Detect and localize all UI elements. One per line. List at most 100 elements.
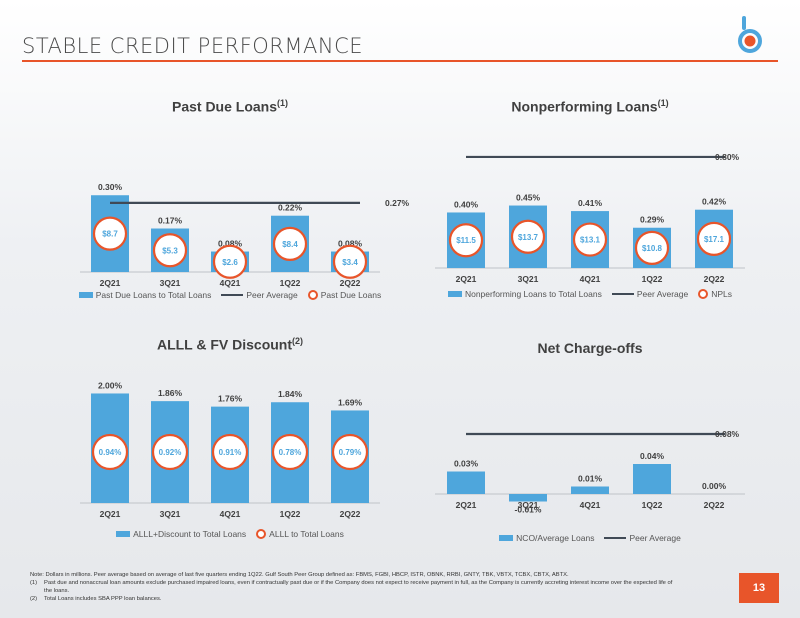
bar-swatch <box>499 535 514 541</box>
legend-item-peer: Peer Average <box>221 290 298 300</box>
x-tick-label: 2Q22 <box>340 509 361 519</box>
marker-circle <box>634 230 670 265</box>
peer-average-label: 0.27% <box>385 198 410 208</box>
line-swatch <box>221 294 244 296</box>
legend-item-markers: NPLs <box>698 289 732 299</box>
bar <box>633 464 671 494</box>
footnote-text: Past due and nonaccrual loan amounts exc… <box>44 580 673 594</box>
npl-plot: 0.40% 2Q21 $11.5 0.45% 3Q21 $13.7 0.41% 4Q21 $13… <box>435 152 745 284</box>
bar-value-label: 0.08% <box>338 239 363 249</box>
marker-label: $13.7 <box>518 233 539 242</box>
marker-circle <box>331 433 369 471</box>
marker-label: 0.91% <box>219 448 242 457</box>
bar-value-label: 0.40% <box>454 199 479 209</box>
bar-value-label: 0.00% <box>702 481 727 491</box>
alll-plot: 2.00% 2Q21 0.94% 1.86% 3Q21 0.92% 1.76% 4Q21 0.9… <box>80 380 380 519</box>
marker-label: $3.4 <box>342 258 358 267</box>
marker-label: $11.5 <box>456 236 476 245</box>
x-tick-label: 3Q21 <box>518 500 539 510</box>
alll-chart-title: ALLL & FV Discount(2) <box>156 336 304 353</box>
legend-label: NCO/Average Loans <box>516 533 595 543</box>
nco-plot: 0.03% 2Q21 -0.01%3Q21 0.01% 4Q21 0.04% 1Q22 0.0… <box>435 429 745 515</box>
bar <box>509 494 547 502</box>
npl-legend: Nonperforming Loans to Total Loans Peer … <box>420 289 760 299</box>
x-tick-label: 2Q21 <box>100 278 121 288</box>
legend-item-bars: ALLL+Discount to Total Loans <box>116 529 246 539</box>
footnote-mark: (1) <box>30 580 38 586</box>
marker-circle <box>152 233 188 268</box>
x-tick-label: 2Q21 <box>100 509 121 519</box>
nco-legend: NCO/Average Loans Peer Average <box>420 533 760 543</box>
alll-fv-discount-chart: ALLL & FV Discount(2) 2.00% 2Q21 0.94% 1.86… <box>60 330 400 560</box>
past-due-plot: 0.30% 2Q21 $8.7 0.17% 3Q21 $5.3 0.08% 4Q21 $2.6 0… <box>80 182 410 288</box>
legend-label: ALLL+Discount to Total Loans <box>133 529 247 539</box>
page-title: STABLE CREDIT PERFORMANCE <box>22 34 364 58</box>
marker-label: $5.3 <box>162 246 178 255</box>
marker-label: 0.78% <box>279 448 302 457</box>
marker-circle <box>272 226 308 261</box>
x-tick-label: 4Q21 <box>580 274 601 284</box>
legend-item-markers: Past Due Loans <box>307 290 381 300</box>
line-swatch <box>604 537 627 539</box>
legend-label: Nonperforming Loans to Total Loans <box>464 289 602 299</box>
x-tick-label: 3Q21 <box>160 278 181 288</box>
nco-chart-title: Net Charge-offs <box>537 340 643 356</box>
marker-label: 0.79% <box>339 448 362 457</box>
marker-circle <box>510 219 546 254</box>
circle-swatch <box>698 289 709 299</box>
legend-label: Peer Average <box>629 533 681 543</box>
peer-average-label: 0.08% <box>715 429 740 439</box>
net-charge-offs-chart: Net Charge-offs 0.03% 2Q21 -0.01% 3Q21 0.01%… <box>420 330 760 560</box>
line-swatch <box>611 293 634 295</box>
legend-item-bars: Past Due Loans to Total Loans <box>78 290 212 300</box>
x-tick-label: 1Q22 <box>642 500 663 510</box>
bar-value-label: -0.01% <box>515 505 542 515</box>
bar-value-label: 0.45% <box>516 193 541 203</box>
bar <box>447 471 485 494</box>
footnote-text: Total Loans includes SBA PPP loan balanc… <box>44 596 162 602</box>
marker-circle <box>448 223 484 258</box>
title-underline <box>22 60 778 62</box>
legend-item-peer: Peer Average <box>611 289 689 299</box>
bar-value-label: 0.01% <box>578 474 603 484</box>
marker-circle <box>696 221 732 256</box>
x-tick-label: 1Q22 <box>280 509 301 519</box>
marker-circle <box>271 433 309 471</box>
marker-label: 0.92% <box>159 448 182 457</box>
x-tick-label: 2Q21 <box>456 274 477 284</box>
marker-circle <box>572 222 608 257</box>
legend-label: NPLs <box>711 289 733 299</box>
past-due-chart-title: Past Due Loans(1) <box>171 98 289 115</box>
marker-circle <box>211 433 249 471</box>
marker-circle <box>212 244 248 279</box>
marker-label: 0.94% <box>99 448 122 457</box>
legend-label: Peer Average <box>636 289 689 299</box>
marker-label: $10.8 <box>642 244 663 253</box>
circle-swatch <box>307 290 318 300</box>
x-tick-label: 3Q21 <box>160 509 181 519</box>
legend-label: Peer Average <box>246 290 298 300</box>
legend-item-bars: Nonperforming Loans to Total Loans <box>447 289 602 299</box>
bar-value-label: 0.22% <box>278 203 303 213</box>
legend-item-bars: NCO/Average Loans <box>499 533 594 543</box>
marker-label: $17.1 <box>704 235 725 244</box>
x-tick-label: 4Q21 <box>220 509 241 519</box>
x-tick-label: 2Q22 <box>704 500 725 510</box>
bar <box>571 486 609 494</box>
footnote-mark: (2) <box>30 596 38 602</box>
x-tick-label: 3Q21 <box>518 274 539 284</box>
footnotes: Note: Dollars in millions. Peer average … <box>30 571 680 603</box>
x-tick-label: 4Q21 <box>580 500 601 510</box>
bar-value-label: 0.29% <box>640 215 665 225</box>
bar-value-label: 1.84% <box>278 389 303 399</box>
x-tick-label: 4Q21 <box>220 278 241 288</box>
alll-legend: ALLL+Discount to Total Loans ALLL to Tot… <box>60 529 400 539</box>
bar-value-label: 0.30% <box>98 182 123 192</box>
marker-label: $13.1 <box>580 236 601 245</box>
peer-average-label: 0.80% <box>715 152 740 162</box>
bar-swatch <box>447 291 462 297</box>
legend-item-peer: Peer Average <box>604 533 681 543</box>
past-due-loans-chart: Past Due Loans(1) 0.30% 2Q21 $8.7 0.17% 3Q21… <box>60 90 410 310</box>
footnote-2: (2) Total Loans includes SBA PPP loan ba… <box>30 595 680 603</box>
legend-label: Past Due Loans to Total Loans <box>95 290 212 300</box>
